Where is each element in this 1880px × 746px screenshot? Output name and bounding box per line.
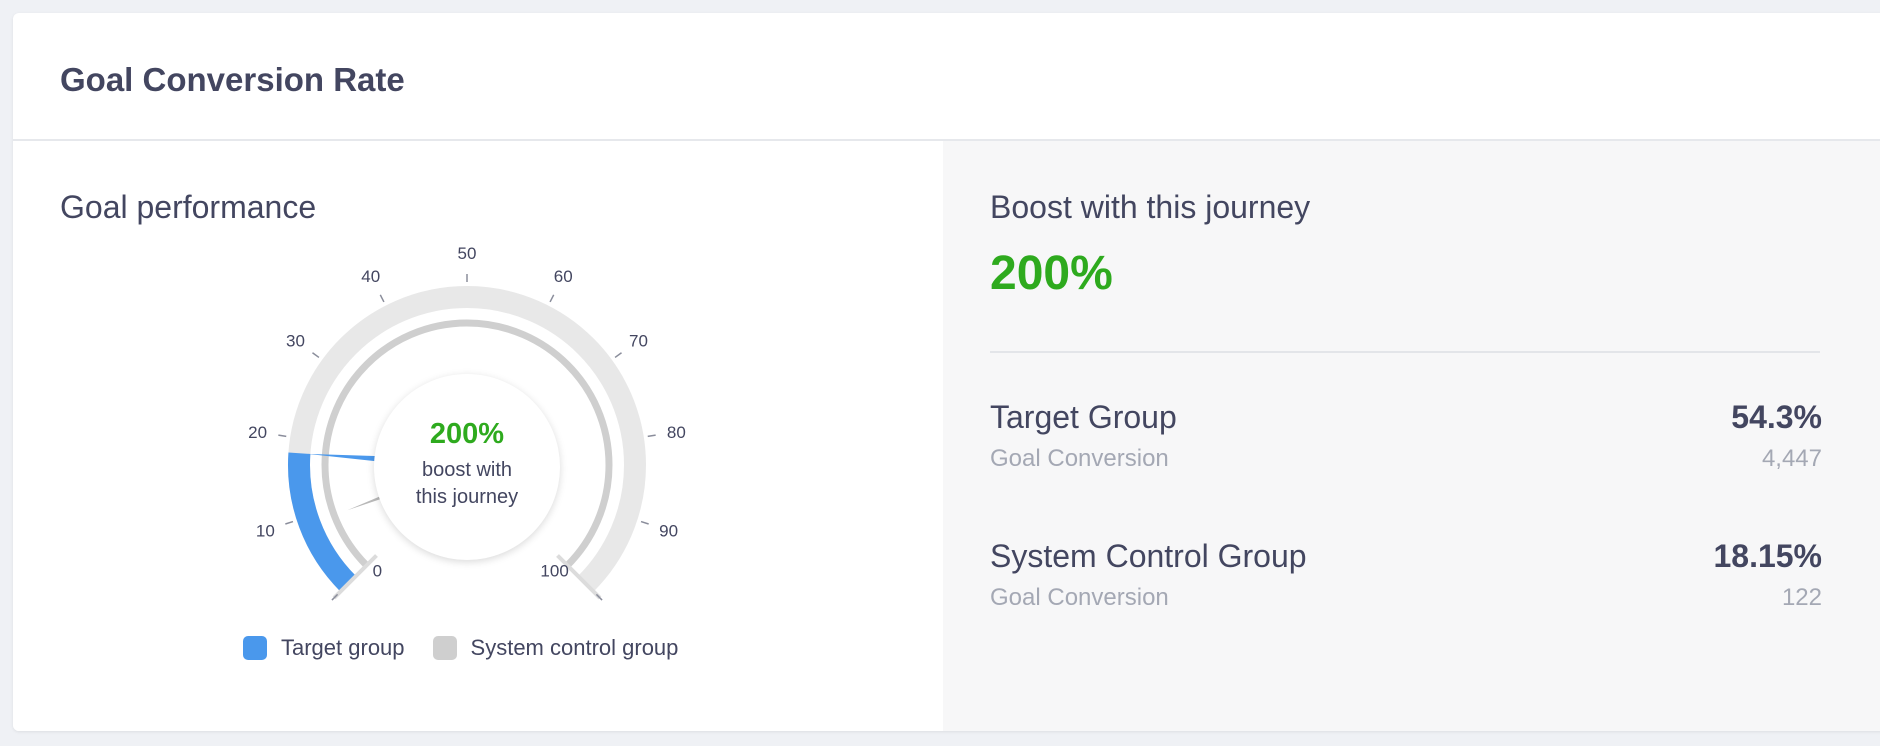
gauge-inner-track [321,319,613,568]
boost-value: 200% [990,247,1113,300]
gauge-tick-label: 0 [373,562,382,581]
summary-divider [990,351,1820,353]
goal-conversion-card: Goal Conversion Rate Goal performance 0 1… [13,13,1880,731]
legend-swatch-control [432,636,457,660]
legend-label-control: System control group [470,635,679,660]
gauge-end-cap [556,554,602,600]
gauge-tick-mark [647,434,656,438]
gauge-tick-mark [549,294,555,303]
gauge-tick-mark [331,593,339,601]
group-name: System Control Group [990,538,1307,574]
gauge-tick-label: 80 [667,423,686,442]
boost-title: Boost with this journey [990,189,1311,225]
group-percent: 18.15% [1713,538,1822,574]
gauge-tick-mark [614,352,622,359]
legend-item-control: System control group [432,635,679,661]
card-header: Goal Conversion Rate [13,13,1880,141]
gauge-center-value: 200% [429,418,505,450]
group-sub-label: Goal Conversion [990,445,1169,472]
group-name: Target Group [990,399,1177,435]
gauge-target-arc [288,452,357,592]
gauge-start-cap [332,554,378,600]
gauge-center-badge: 200% boost with this journey [374,374,560,560]
gauge-tick-mark [285,520,294,525]
gauge-tick-label: 60 [554,267,573,286]
legend-swatch-target [243,636,267,660]
group-percent: 54.3% [1731,399,1822,435]
gauge-tick-mark [278,434,287,438]
gauge-tick-mark [640,520,649,525]
boost-summary-panel: Boost with this journey 200% Target Grou… [943,141,1880,731]
legend-item-target: Target group [243,635,405,661]
gauge-tick-mark [312,352,320,359]
gauge-tick-label: 30 [286,331,305,350]
gauge-center-label-line1: boost with [421,459,513,481]
legend-label-target: Target group [281,635,405,660]
gauge-tick-label: 90 [659,522,678,541]
page-title: Goal Conversion Rate [60,61,405,98]
gauge-tick-label: 100 [540,562,568,581]
gauge-tick-mark [379,294,385,303]
gauge-center-label: boost with this journey [374,457,560,511]
goal-performance-panel: Goal performance 0 10 20 30 40 50 60 70 80 90 100 … [13,141,943,731]
gauge-tick-label: 20 [248,423,267,442]
goal-performance-title: Goal performance [60,189,317,225]
gauge-tick-label: 50 [458,244,477,263]
gauge-center-label-line2: this journey [415,486,519,508]
group-count: 4,447 [1761,445,1822,472]
group-sub-label: Goal Conversion [990,584,1169,611]
gauge-legend: Target group System control group [243,635,678,661]
gauge-tick-mark [595,593,603,601]
gauge-tick-label: 10 [256,522,275,541]
group-count: 122 [1781,584,1822,611]
gauge-tick-label: 70 [629,331,648,350]
gauge-tick-label: 40 [361,267,380,286]
